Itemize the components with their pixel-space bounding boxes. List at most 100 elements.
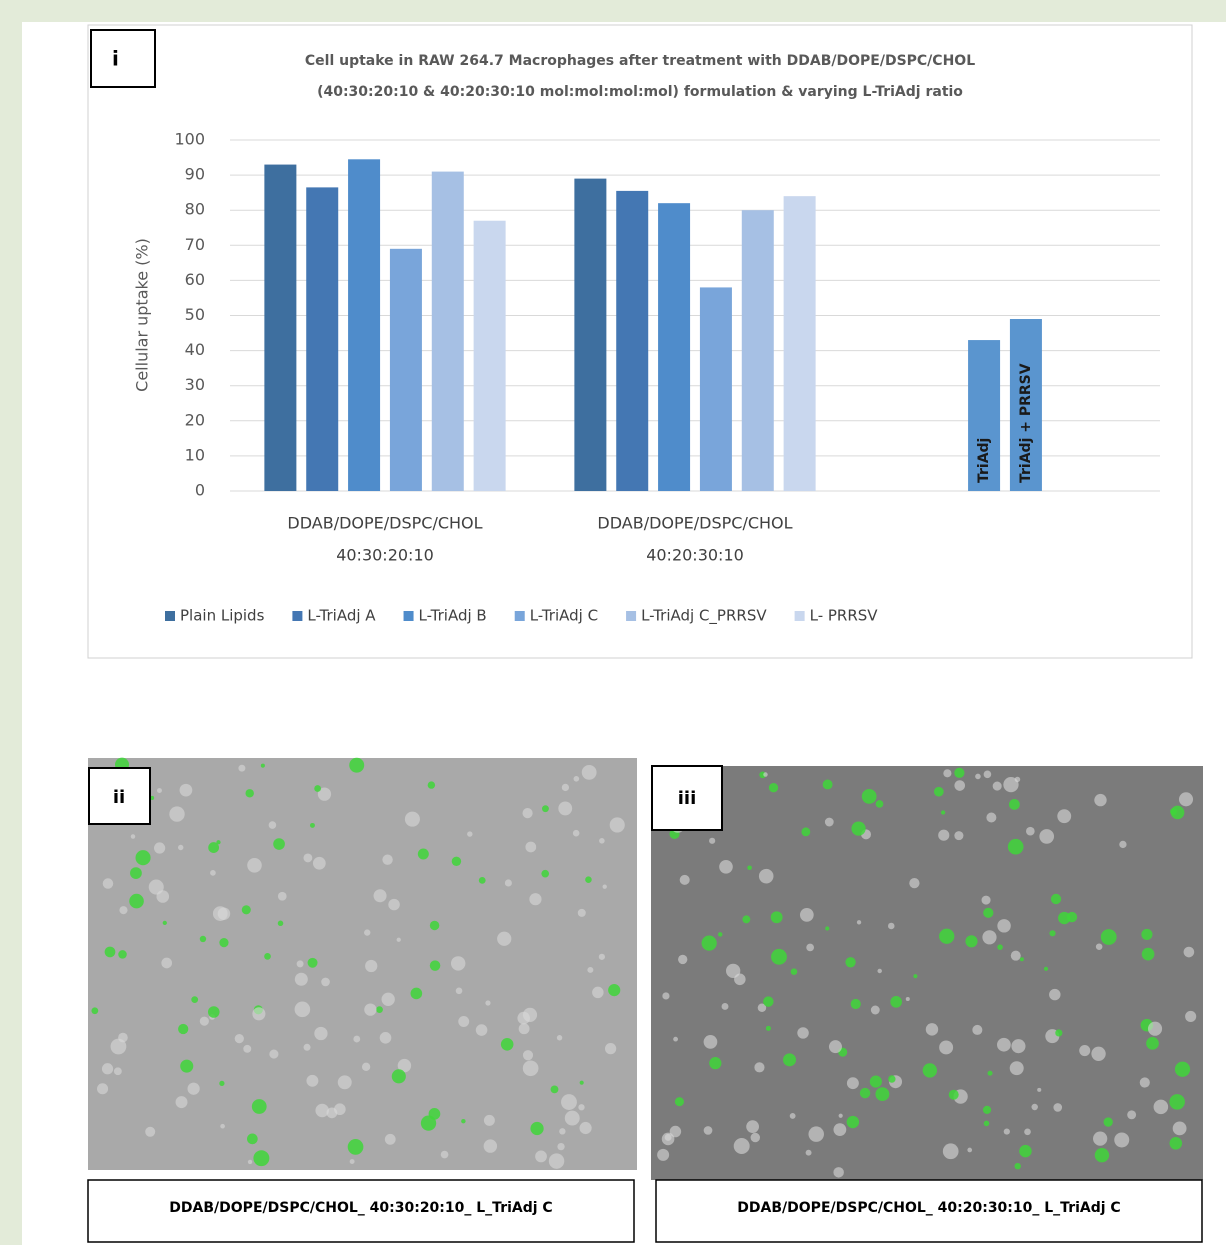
cell xyxy=(216,840,220,844)
legend-label: L-TriAdj A xyxy=(307,607,376,625)
cell xyxy=(997,919,1010,932)
cell xyxy=(1008,839,1024,855)
cell xyxy=(295,973,308,986)
cell xyxy=(1170,1137,1183,1150)
cell xyxy=(208,1006,220,1018)
panel-label: i xyxy=(112,47,119,71)
panel-label-box xyxy=(91,30,155,87)
cell xyxy=(790,1113,796,1119)
bar xyxy=(784,196,816,491)
cell xyxy=(587,967,593,973)
cell xyxy=(871,1006,880,1015)
cell xyxy=(385,1134,396,1145)
cell xyxy=(219,1081,224,1086)
cell xyxy=(747,865,752,870)
cell xyxy=(675,1097,684,1106)
cell xyxy=(180,1060,193,1073)
cell xyxy=(130,867,142,879)
cell xyxy=(605,1043,616,1054)
cell xyxy=(851,999,861,1009)
cell xyxy=(374,889,387,902)
cell xyxy=(441,1151,449,1159)
cell xyxy=(523,1050,533,1060)
cell xyxy=(243,1045,251,1053)
cell xyxy=(1067,912,1077,922)
cell xyxy=(542,805,549,812)
cell xyxy=(808,1126,824,1142)
cell xyxy=(751,1133,760,1142)
y-tick-label: 40 xyxy=(185,340,205,359)
cell xyxy=(180,784,193,797)
cell xyxy=(484,1139,497,1152)
cell xyxy=(988,1071,993,1076)
cell xyxy=(541,870,549,878)
cell xyxy=(111,1039,127,1055)
cell xyxy=(574,776,580,782)
cell xyxy=(242,905,251,914)
bar xyxy=(264,165,296,491)
cell xyxy=(136,850,151,865)
cell xyxy=(1185,1011,1196,1022)
cell xyxy=(1127,1110,1136,1119)
cell xyxy=(238,765,245,772)
bar xyxy=(306,187,338,491)
cell xyxy=(562,784,569,791)
cell xyxy=(1171,806,1185,820)
cell xyxy=(825,926,829,930)
cell xyxy=(754,1062,764,1072)
cell xyxy=(252,1007,265,1020)
cell xyxy=(862,789,877,804)
cell xyxy=(984,771,992,779)
cell xyxy=(484,1115,495,1126)
cell xyxy=(430,921,439,930)
cell xyxy=(877,969,881,973)
cell xyxy=(157,788,162,793)
cell xyxy=(578,909,586,917)
cell xyxy=(188,1083,200,1095)
cell xyxy=(561,1094,577,1110)
bar xyxy=(474,221,506,491)
cell xyxy=(823,779,833,789)
cell xyxy=(580,1122,592,1134)
cell xyxy=(1140,1077,1150,1087)
cell xyxy=(1014,1163,1020,1169)
cell xyxy=(505,879,512,886)
cell xyxy=(458,1016,469,1027)
cell xyxy=(452,857,461,866)
cell xyxy=(1051,894,1061,904)
cell xyxy=(578,1104,584,1110)
cell xyxy=(806,944,814,952)
y-tick-label: 10 xyxy=(185,445,205,464)
cell xyxy=(1142,948,1155,961)
cell xyxy=(1055,1029,1062,1036)
cell xyxy=(851,821,865,835)
cell xyxy=(847,1116,859,1128)
cell xyxy=(210,870,216,876)
cell xyxy=(253,1150,269,1166)
x-tick-label: 40:20:30:10 xyxy=(646,546,744,565)
cell xyxy=(523,1060,539,1076)
cell xyxy=(943,769,951,777)
cell xyxy=(269,821,277,829)
cell xyxy=(303,853,312,862)
cell xyxy=(1169,1094,1184,1109)
cell xyxy=(726,964,740,978)
cell xyxy=(847,1077,859,1089)
cell xyxy=(338,1075,352,1089)
cell xyxy=(297,960,304,967)
cell xyxy=(1031,1104,1037,1110)
legend-label: Plain Lipids xyxy=(180,607,265,625)
cell xyxy=(353,1036,360,1043)
cell xyxy=(1091,1047,1105,1061)
cell xyxy=(1049,930,1055,936)
cell xyxy=(949,1090,959,1100)
cell xyxy=(392,1069,406,1083)
cell xyxy=(1096,943,1103,950)
cell xyxy=(278,892,287,901)
cell xyxy=(875,1087,889,1101)
cell xyxy=(890,996,902,1008)
cell xyxy=(430,960,441,971)
cell xyxy=(523,808,533,818)
cell xyxy=(954,780,965,791)
cell xyxy=(938,830,949,841)
